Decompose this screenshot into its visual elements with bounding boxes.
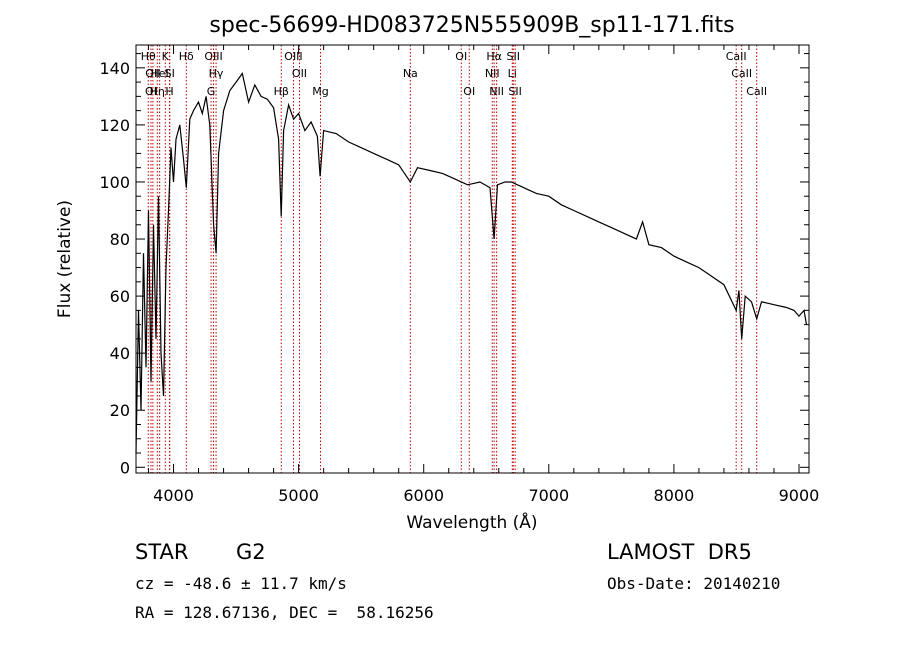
redshift-velocity: cz = -48.6 ± 11.7 km/s	[135, 574, 347, 593]
line-marker-label-1: OII	[145, 67, 160, 80]
chart-title: spec-56699-HD083725N555909B_sp11-171.fit…	[209, 13, 734, 38]
line-markers	[147, 45, 758, 473]
y-tick-label-4: 80	[110, 230, 130, 249]
x-tick-label-5: 9000	[779, 486, 820, 505]
line-marker-label-3: HeI	[150, 67, 168, 80]
y-tick-label-7: 140	[99, 59, 130, 78]
line-marker-label-11: G	[207, 85, 216, 98]
x-tick-label-1: 5000	[278, 486, 319, 505]
ra-dec-coordinates: RA = 128.67136, DEC = 58.16256	[135, 603, 434, 622]
line-marker-label-22: SII	[507, 50, 520, 63]
line-marker-labels: Hθ OII OI HeI Hη K H SI Hδ OIII Hγ G Hβ OIII OII Mg Na OI…	[141, 50, 767, 98]
line-marker-label-19: Hα	[486, 50, 502, 63]
line-marker-label-5: K	[162, 50, 170, 63]
line-marker-label-17: OI	[455, 50, 467, 63]
line-marker-label-0: Hθ	[141, 50, 156, 63]
plot-frame	[135, 44, 810, 474]
line-marker-label-4: Hη	[150, 85, 165, 98]
line-marker-label-6: H	[165, 85, 173, 98]
spectrum-line	[135, 72, 808, 454]
line-marker-label-12: Hβ	[274, 85, 289, 98]
line-marker-label-27: CaII	[746, 85, 767, 98]
y-tick-label-2: 40	[110, 344, 130, 363]
line-marker-label-21: NII	[489, 85, 504, 98]
y-tick-label-5: 100	[99, 173, 130, 192]
line-marker-label-15: Mg	[312, 85, 328, 98]
line-marker-label-10: Hγ	[209, 67, 224, 80]
line-marker-label-2: OI	[145, 85, 157, 98]
subclass: G2	[236, 540, 266, 564]
x-tick-label-4: 8000	[654, 486, 695, 505]
y-axis-label: Flux (relative)	[55, 200, 75, 318]
line-marker-label-26: CaII	[731, 67, 752, 80]
line-marker-label-13: OIII	[284, 50, 302, 63]
object-class: STAR	[135, 540, 189, 564]
line-marker-label-20: NII	[485, 67, 500, 80]
y-tick-label-0: 0	[120, 458, 130, 477]
y-tick-label-1: 20	[110, 401, 130, 420]
line-marker-label-7: SI	[165, 67, 175, 80]
x-tick-label-2: 6000	[403, 486, 444, 505]
line-marker-label-24: SII	[508, 85, 521, 98]
line-marker-label-23: Li	[508, 67, 517, 80]
y-axis-ticks: 0 20 40 60 80 100 120 140	[99, 53, 809, 477]
y-tick-label-3: 60	[110, 287, 130, 306]
line-marker-label-25: CaII	[726, 50, 747, 63]
y-tick-label-6: 120	[99, 116, 130, 135]
x-axis-ticks: 4000 5000 6000 7000 8000 9000	[148, 45, 820, 505]
line-marker-label-16: Na	[403, 67, 418, 80]
line-marker-label-9: OIII	[204, 50, 222, 63]
line-marker-label-8: Hδ	[179, 50, 194, 63]
x-tick-label-3: 7000	[528, 486, 569, 505]
line-marker-label-18: OI	[463, 85, 475, 98]
survey-release: LAMOST DR5	[607, 540, 752, 564]
x-axis-label: Wavelength (Å)	[406, 511, 537, 533]
line-marker-label-14: OII	[292, 67, 307, 80]
observation-date: Obs-Date: 20140210	[607, 574, 781, 593]
x-tick-label-0: 4000	[153, 486, 194, 505]
